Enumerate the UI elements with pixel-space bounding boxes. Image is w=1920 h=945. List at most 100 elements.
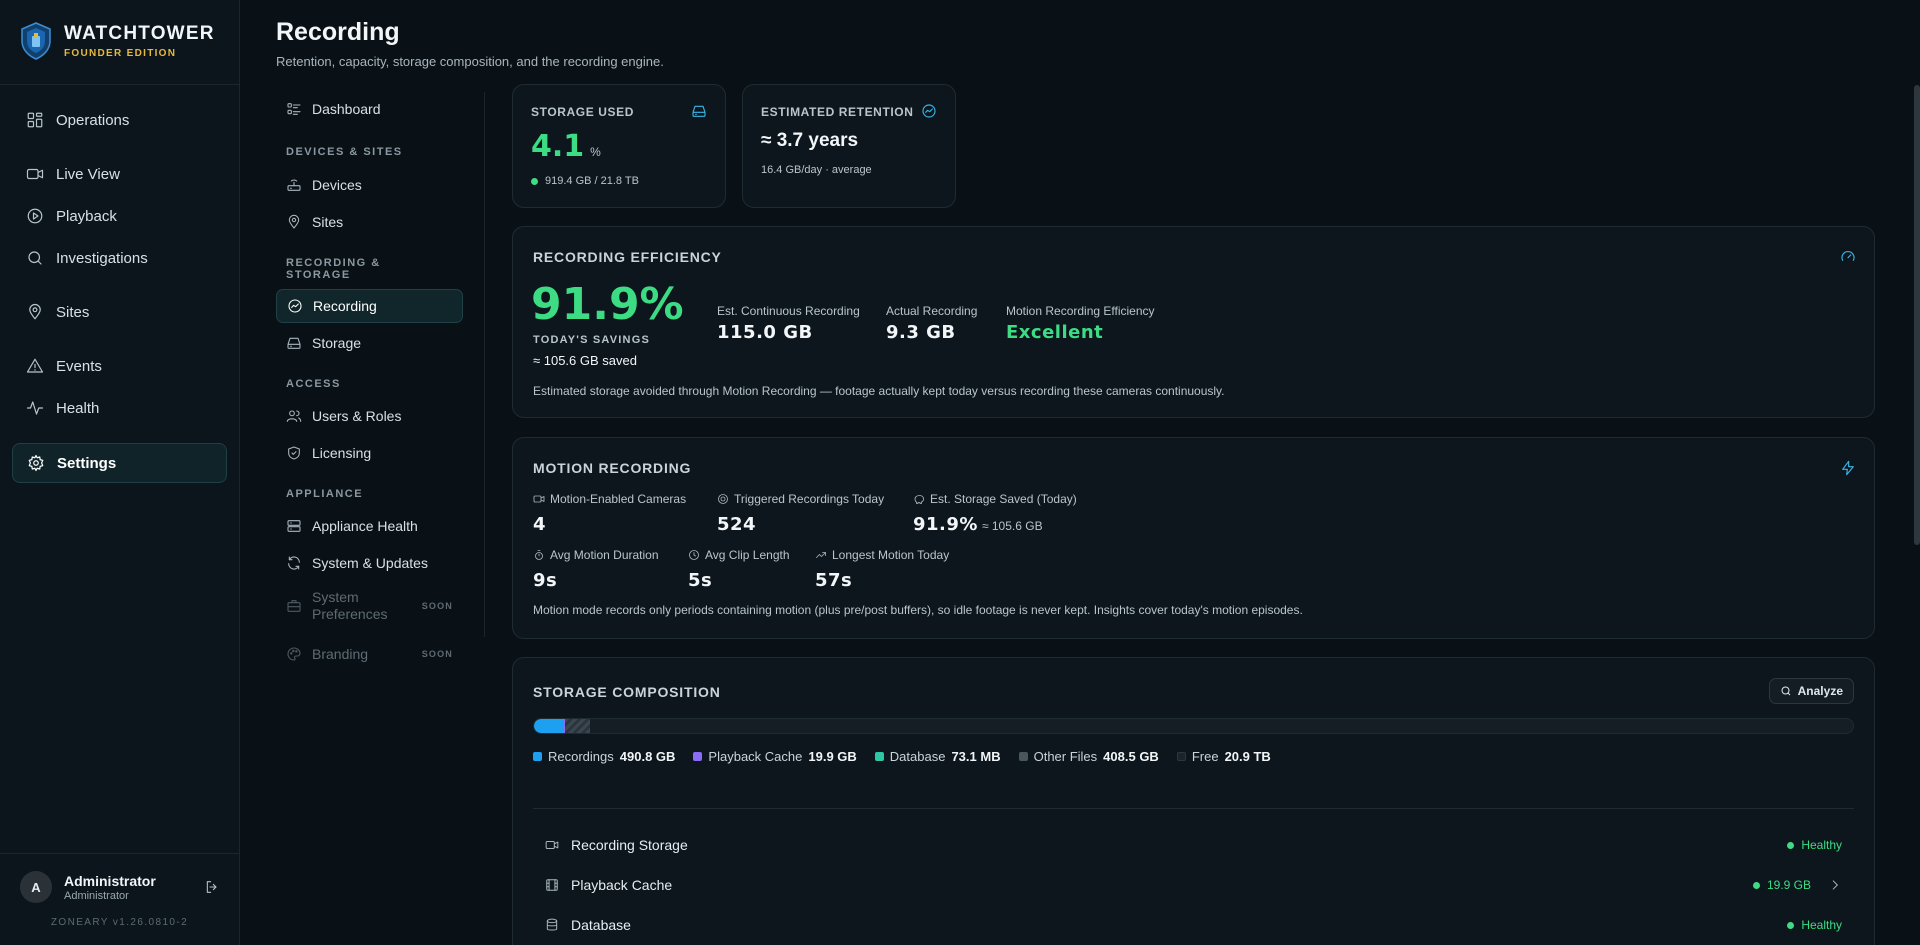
router-icon — [287, 179, 301, 191]
map-pin-icon — [288, 214, 300, 229]
duration-label: Avg Motion Duration — [550, 548, 659, 562]
legend-item: Free 20.9 TB — [1176, 749, 1271, 764]
section-appliance: APPLIANCE — [286, 488, 364, 500]
user-profile[interactable]: A Administrator Administrator — [20, 871, 220, 903]
row-status-label: 19.9 GB — [1766, 878, 1811, 892]
gauge-icon — [288, 299, 302, 313]
section-recording-storage: RECORDING & STORAGE — [286, 257, 381, 282]
gauge-icon — [922, 104, 936, 118]
legend-item: Other Files 408.5 GB — [1018, 749, 1159, 764]
legend-value: 408.5 GB — [1103, 749, 1159, 764]
page-scrollbar[interactable] — [1914, 85, 1920, 545]
row-database[interactable]: Database Healthy — [545, 914, 1842, 936]
actual-value: 9.3 GB — [886, 322, 956, 343]
nav-item-health[interactable]: Health — [12, 388, 227, 428]
subnav-system-updates[interactable]: System & Updates — [276, 546, 463, 580]
soon-badge: SOON — [421, 600, 453, 611]
activity-icon — [26, 401, 44, 415]
storage-used-detail: 919.4 GB / 21.8 TB — [545, 175, 639, 187]
subnav-dashboard[interactable]: Dashboard — [276, 92, 463, 126]
nav-item-events[interactable]: Events — [12, 346, 227, 386]
stopwatch-icon — [535, 550, 543, 560]
legend-label: Other Files — [1033, 749, 1098, 764]
nav-item-investigations[interactable]: Investigations — [12, 238, 227, 278]
row-recording-storage[interactable]: Recording Storage Healthy — [545, 834, 1842, 856]
saved-label: Est. Storage Saved (Today) — [930, 492, 1077, 506]
alert-triangle-icon — [26, 358, 44, 373]
shield-logo-icon — [21, 22, 51, 60]
sidebar: WATCHTOWER FOUNDER EDITION Operations Li… — [0, 0, 240, 945]
search-icon — [1781, 686, 1790, 696]
efficiency-note: Estimated storage avoided through Motion… — [533, 384, 1225, 398]
subnav-branding: Branding SOON — [276, 637, 463, 671]
legend-value: 490.8 GB — [619, 749, 676, 764]
triggered-label-row: Triggered Recordings Today — [717, 492, 884, 506]
motion-efficiency-label: Motion Recording Efficiency — [1006, 304, 1155, 318]
subnav-users-roles[interactable]: Users & Roles — [276, 399, 463, 433]
subnav-recording[interactable]: Recording — [276, 289, 463, 323]
subnav-label: Sites — [312, 214, 344, 230]
section-devices-sites: DEVICES & SITES — [286, 146, 403, 158]
nav-item-playback[interactable]: Playback — [12, 196, 227, 236]
subnav-appliance-health[interactable]: Appliance Health — [276, 509, 463, 543]
nav-item-operations[interactable]: Operations — [12, 100, 227, 140]
storage-used-label: STORAGE USED — [531, 105, 634, 119]
row-playback-cache[interactable]: Playback Cache 19.9 GB — [545, 874, 1842, 896]
row-status: Healthy — [1787, 838, 1842, 852]
nav-item-label: Live View — [56, 165, 120, 183]
legend-label: Free — [1191, 749, 1219, 764]
palette-icon — [287, 647, 301, 661]
duration-label-row: Avg Motion Duration — [533, 548, 659, 562]
camera-icon — [533, 495, 545, 503]
user-divider — [0, 853, 239, 854]
piggy-bank-icon — [914, 495, 924, 504]
bar-segment-playback-cache — [563, 719, 565, 733]
composition-title: STORAGE COMPOSITION — [533, 684, 721, 700]
longest-label: Longest Motion Today — [832, 548, 950, 562]
nav-item-live-view[interactable]: Live View — [12, 154, 227, 194]
soon-badge: SOON — [421, 648, 453, 659]
camera-icon — [26, 168, 44, 180]
row-name: Database — [571, 917, 631, 933]
row-status-label: Healthy — [1801, 838, 1842, 852]
legend-swatch — [1018, 752, 1028, 761]
subnav-system-preferences: System Preferences SOON — [276, 586, 463, 626]
subnav-sites[interactable]: Sites — [276, 205, 463, 239]
row-status: 19.9 GB — [1752, 878, 1842, 892]
nav-item-label: Settings — [57, 454, 117, 472]
brand[interactable]: WATCHTOWER FOUNDER EDITION — [20, 22, 215, 60]
cameras-value: 4 — [533, 514, 547, 535]
film-icon — [546, 879, 558, 891]
brand-edition: FOUNDER EDITION — [64, 48, 177, 59]
legend-value: 73.1 MB — [951, 749, 1001, 764]
subnav-label: System Preferences — [312, 589, 388, 622]
storage-composition-bar — [533, 718, 1854, 734]
subnav-label: Branding — [312, 645, 369, 662]
users-icon — [286, 410, 302, 422]
subnav-devices[interactable]: Devices — [276, 168, 463, 202]
nav-item-label: Health — [56, 399, 100, 417]
clip-label-row: Avg Clip Length — [688, 548, 790, 562]
database-icon — [546, 918, 558, 931]
logout-icon[interactable] — [204, 879, 220, 895]
triggered-value: 524 — [717, 514, 757, 535]
legend-item: Playback Cache 19.9 GB — [693, 749, 857, 764]
subnav-licensing[interactable]: Licensing — [276, 436, 463, 470]
clock-icon — [689, 550, 699, 560]
analyze-button[interactable]: Analyze — [1768, 678, 1854, 704]
chevron-right-icon[interactable] — [1828, 878, 1842, 892]
duration-value: 9s — [533, 570, 558, 591]
sidebar-divider — [0, 84, 239, 85]
search-icon — [28, 251, 42, 265]
subnav-divider — [484, 92, 485, 637]
bar-segment-recordings — [534, 719, 564, 733]
play-circle-icon — [27, 208, 43, 224]
map-pin-icon — [29, 303, 41, 320]
nav-item-settings[interactable]: Settings — [12, 443, 227, 483]
legend-swatch — [693, 752, 703, 761]
subnav-storage[interactable]: Storage — [276, 326, 463, 360]
longest-value: 57s — [815, 570, 853, 591]
subnav-label: Storage — [312, 335, 362, 351]
nav-item-sites[interactable]: Sites — [12, 292, 227, 332]
storage-used-value: 4.1 — [531, 129, 585, 164]
